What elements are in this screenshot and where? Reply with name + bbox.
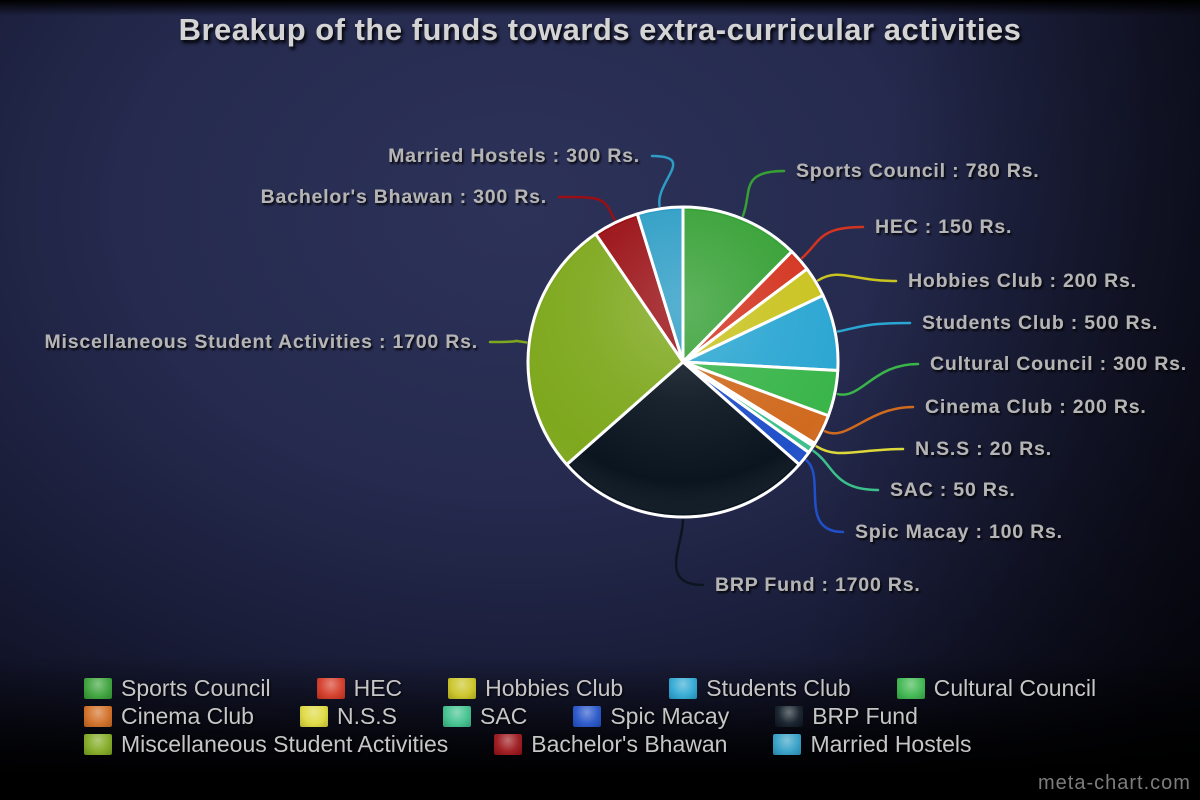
- legend-label-hobbies-club: Hobbies Club: [485, 674, 624, 701]
- legend-label-married-hostels: Married Hostels: [810, 730, 972, 757]
- pie-slices: [526, 205, 840, 519]
- callout-line-cultural-council: [836, 362, 920, 396]
- callout-label-sac: SAC : 50 Rs.: [890, 479, 1016, 501]
- callout-line-spic-macay: [805, 459, 845, 534]
- callout-lines: [488, 154, 920, 587]
- callout-line-sports-council: [741, 169, 786, 218]
- callout-line-sac: [812, 449, 880, 492]
- legend-item-bachelor-s-bhawan: Bachelor's Bhawan: [494, 731, 727, 758]
- callout-label-bachelor-s-bhawan: Bachelor's Bhawan : 300 Rs.: [261, 186, 547, 208]
- legend-swatch-miscellaneous-student-activities: [84, 733, 112, 755]
- legend-label-spic-macay: Spic Macay: [610, 702, 730, 729]
- legend-item-sports-council: Sports Council: [84, 675, 271, 702]
- legend-swatch-students-club: [669, 677, 698, 699]
- callout-label-hec: HEC : 150 Rs.: [875, 216, 1012, 238]
- callout-labels: Sports Council : 780 Rs. HEC : 150 Rs. Hob…: [44, 145, 1187, 596]
- legend-swatch-hobbies-club: [448, 677, 477, 699]
- legend-row: Sports Council HEC Hobbies Club Students Cl…: [84, 674, 1164, 702]
- callout-label-brp-fund: BRP Fund : 1700 Rs.: [715, 574, 921, 596]
- legend-row: Miscellaneous Student Activities Bachelor…: [84, 730, 1164, 758]
- legend-swatch-sac: [443, 705, 472, 727]
- callout-line-students-club: [836, 321, 912, 333]
- legend-item-sac: SAC: [443, 703, 527, 730]
- legend-swatch-bachelor-s-bhawan: [494, 733, 523, 755]
- callout-label-cultural-council: Cultural Council : 300 Rs.: [930, 353, 1187, 375]
- legend-swatch-brp-fund: [775, 705, 804, 727]
- callout-label-n-s-s: N.S.S : 20 Rs.: [915, 438, 1052, 460]
- legend-label-sports-council: Sports Council: [121, 674, 271, 701]
- callout-label-cinema-club: Cinema Club : 200 Rs.: [925, 396, 1147, 418]
- legend-item-cultural-council: Cultural Council: [896, 674, 1097, 702]
- legend-item-brp-fund: BRP Fund: [775, 703, 918, 730]
- legend: Sports Council HEC Hobbies Club Students Cl…: [84, 674, 1164, 758]
- callout-label-hobbies-club: Hobbies Club : 200 Rs.: [908, 270, 1137, 292]
- callout-label-miscellaneous-student-activities: Miscellaneous Student Activities : 1700 …: [44, 331, 478, 353]
- legend-item-cinema-club: Cinema Club: [84, 703, 254, 730]
- callout-label-students-club: Students Club : 500 Rs.: [922, 312, 1158, 334]
- callout-line-hobbies-club: [816, 273, 898, 283]
- legend-swatch-hec: [316, 677, 345, 699]
- legend-label-cinema-club: Cinema Club: [121, 702, 254, 729]
- callout-line-miscellaneous-student-activities: [488, 339, 528, 344]
- callout-line-bachelor-s-bhawan: [557, 195, 616, 221]
- legend-label-hec: HEC: [353, 674, 403, 701]
- legend-row: Cinema Club N.S.S SAC Spic Macay BRP Fund: [84, 702, 1164, 730]
- legend-label-miscellaneous-student-activities: Miscellaneous Student Activities: [121, 730, 449, 757]
- chart-title: Breakup of the funds towards extra-curri…: [178, 12, 1022, 47]
- watermark: meta-chart.com: [1038, 772, 1191, 794]
- legend-swatch-sports-council: [84, 677, 112, 699]
- legend-item-hec: HEC: [316, 674, 403, 702]
- legend-item-hobbies-club: Hobbies Club: [448, 675, 623, 702]
- legend-item-miscellaneous-student-activities: Miscellaneous Student Activities: [84, 731, 448, 758]
- legend-swatch-cinema-club: [84, 705, 112, 727]
- legend-item-spic-macay: Spic Macay: [573, 703, 729, 730]
- callout-line-n-s-s: [815, 445, 905, 455]
- legend-item-married-hostels: Married Hostels: [773, 730, 972, 758]
- callout-line-married-hostels: [650, 154, 675, 208]
- callout-line-cinema-club: [823, 405, 915, 435]
- callout-line-hec: [800, 225, 865, 260]
- legend-swatch-married-hostels: [773, 733, 802, 755]
- legend-label-sac: SAC: [480, 702, 528, 729]
- callout-label-sports-council: Sports Council : 780 Rs.: [796, 160, 1040, 182]
- legend-swatch-n-s-s: [299, 705, 328, 727]
- callout-line-brp-fund: [674, 518, 705, 587]
- legend-swatch-spic-macay: [573, 705, 602, 727]
- legend-swatch-cultural-council: [896, 677, 925, 699]
- legend-label-bachelor-s-bhawan: Bachelor's Bhawan: [531, 730, 728, 757]
- callout-label-spic-macay: Spic Macay : 100 Rs.: [855, 521, 1063, 543]
- legend-item-students-club: Students Club: [669, 674, 851, 702]
- legend-label-brp-fund: BRP Fund: [812, 702, 918, 729]
- legend-item-n-s-s: N.S.S: [299, 702, 398, 730]
- legend-label-n-s-s: N.S.S: [336, 702, 398, 729]
- callout-label-married-hostels: Married Hostels : 300 Rs.: [388, 145, 640, 167]
- legend-label-cultural-council: Cultural Council: [933, 674, 1097, 701]
- legend-label-students-club: Students Club: [706, 674, 851, 701]
